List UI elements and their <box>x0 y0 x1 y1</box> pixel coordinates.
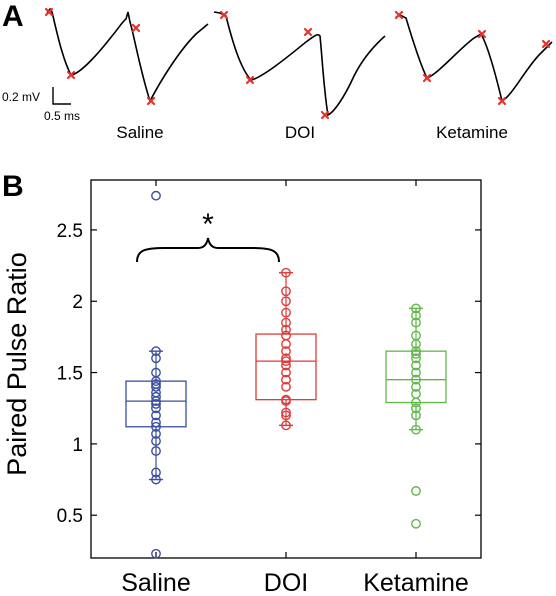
data-point <box>151 429 161 439</box>
peak-marker <box>394 10 404 20</box>
y-tick-label: 1 <box>72 435 83 456</box>
panel-b-letter: B <box>2 170 24 203</box>
x-tick-label: Ketamine <box>363 569 469 596</box>
data-point <box>281 374 291 385</box>
data-point <box>151 410 161 421</box>
panel-b: B Paired Pulse Ratio 0.5 1 1.5 2 2.5 Saline DO… <box>2 170 482 596</box>
data-point <box>281 324 291 335</box>
data-point <box>411 349 421 359</box>
peak-marker <box>245 75 255 85</box>
data-point <box>411 303 421 314</box>
data-point <box>281 381 291 392</box>
data-point <box>151 403 161 414</box>
scale-voltage-label: 0.2 mV <box>2 90 40 104</box>
data-point <box>411 330 421 341</box>
data-point <box>281 420 291 431</box>
peak-markers <box>44 7 551 120</box>
peak-marker <box>541 39 551 49</box>
scale-bar <box>52 87 71 105</box>
peak-marker <box>303 27 313 37</box>
data-point <box>281 394 291 405</box>
data-point <box>151 391 161 402</box>
data-point <box>411 360 421 371</box>
peak-marker <box>44 7 54 17</box>
data-point <box>151 379 161 389</box>
data-point <box>151 346 161 357</box>
data-point <box>411 518 421 529</box>
box <box>255 333 317 401</box>
data-point <box>281 330 291 341</box>
data-point <box>411 374 421 385</box>
scale-time-label: 0.5 ms <box>44 109 80 123</box>
data-point <box>411 410 421 421</box>
y-axis-title: Paired Pulse Ratio <box>2 252 32 476</box>
data-point <box>281 267 291 278</box>
peak-marker <box>497 96 507 106</box>
data-point <box>281 407 291 418</box>
data-point <box>411 424 421 435</box>
data-point <box>411 310 421 321</box>
data-point <box>151 381 161 392</box>
data-point <box>411 486 421 496</box>
panel-a-letter: A <box>2 0 24 33</box>
peak-marker <box>219 10 229 20</box>
data-point <box>411 317 421 328</box>
data-point <box>281 360 291 371</box>
peak-marker <box>320 110 330 120</box>
data-point <box>281 356 291 367</box>
data-point <box>411 346 421 357</box>
data-point <box>151 417 161 428</box>
trace-ketamine <box>395 14 553 103</box>
data-point <box>151 399 161 409</box>
data-point <box>151 190 161 201</box>
data-point <box>281 286 291 297</box>
data-point <box>281 296 291 307</box>
y-tick-label: 0.5 <box>57 506 83 527</box>
box-plot: 0.5 1 1.5 2 2.5 Saline DOI Ketamine <box>57 179 482 596</box>
box <box>385 350 447 404</box>
data-point <box>281 346 291 357</box>
trace-doi <box>213 11 386 117</box>
data-point <box>151 548 161 559</box>
data-point <box>151 467 161 478</box>
peak-marker <box>477 29 487 39</box>
data-point <box>411 389 421 399</box>
trace-saline <box>46 7 209 104</box>
x-tick-label: DOI <box>264 569 308 596</box>
peak-marker <box>146 96 156 106</box>
data-point <box>151 474 161 485</box>
peak-marker <box>422 73 432 83</box>
condition-label-doi: DOI <box>285 123 315 142</box>
data-point <box>281 367 291 378</box>
y-tick-label: 2 <box>72 292 83 313</box>
data-point <box>281 410 291 421</box>
condition-label-ketamine: Ketamine <box>436 123 508 142</box>
y-tick-label: 1.5 <box>57 364 83 385</box>
data-point <box>411 381 421 392</box>
data-point <box>151 436 161 446</box>
data-point <box>411 367 421 378</box>
panel-a: A 0.2 mV 0.5 ms Saline DOI <box>2 0 553 142</box>
data-point <box>151 367 161 378</box>
peak-marker <box>66 70 76 80</box>
x-tick-label: Saline <box>121 569 191 596</box>
data-point <box>151 353 161 364</box>
data-point <box>281 307 291 318</box>
data-point <box>151 421 161 432</box>
y-tick-label: 2.5 <box>57 221 83 242</box>
data-point <box>411 353 421 364</box>
data-point <box>151 446 161 456</box>
data-point <box>411 403 421 414</box>
data-point <box>281 317 291 328</box>
peak-marker <box>131 23 141 33</box>
data-point <box>281 353 291 364</box>
significance-bracket <box>136 237 280 263</box>
condition-label-saline: Saline <box>116 123 163 142</box>
significance-star: * <box>202 208 214 241</box>
